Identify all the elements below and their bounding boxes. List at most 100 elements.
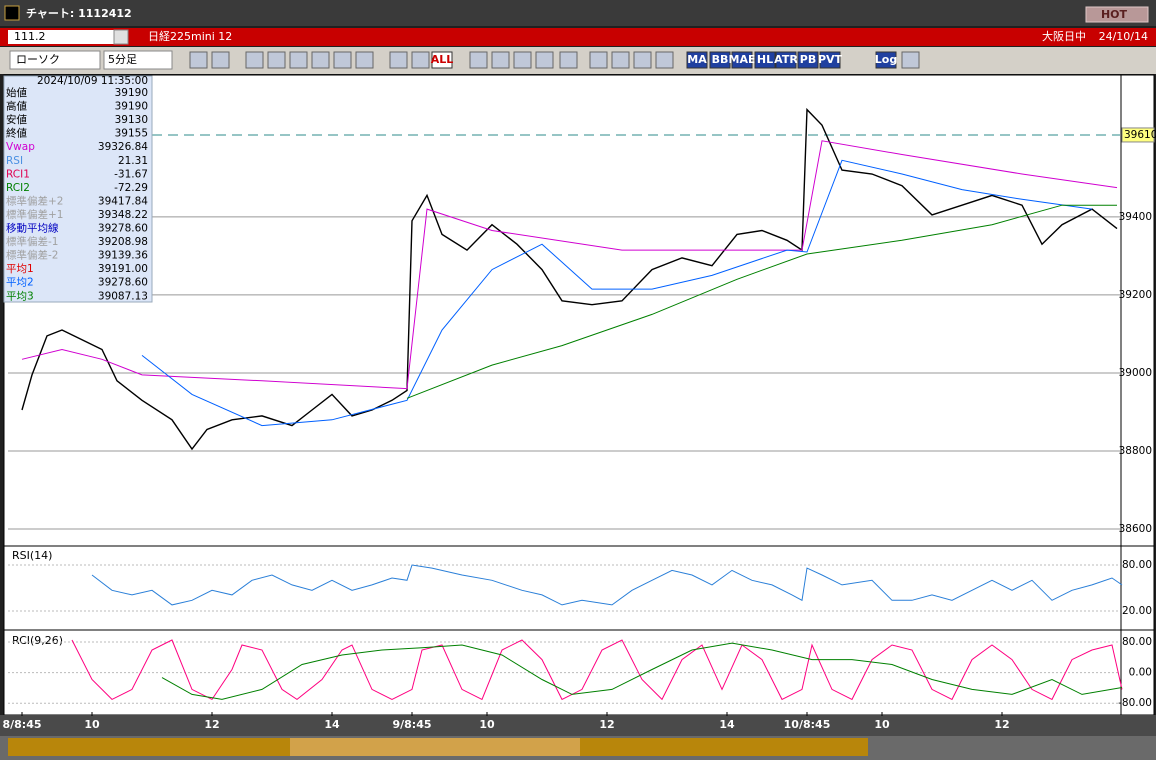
toolbar-button[interactable] (875, 51, 897, 69)
x-axis-strip (0, 715, 1156, 736)
toolbar-icon[interactable] (333, 51, 352, 69)
toolbar-icon[interactable] (267, 51, 286, 69)
toolbar-icon[interactable] (655, 51, 674, 69)
chart-type-select[interactable] (9, 50, 101, 70)
y-tick-label: 39400 (1119, 211, 1152, 223)
toolbar-button[interactable] (431, 51, 453, 69)
toolbar-icon[interactable] (245, 51, 264, 69)
toolbar-icon[interactable] (189, 51, 208, 69)
y-tick-label: 39000 (1119, 367, 1152, 379)
toolbar-button[interactable] (686, 51, 708, 69)
info-value: 39155 (115, 128, 148, 140)
info-value: 21.31 (118, 155, 148, 167)
info-value: 39139.36 (98, 250, 148, 262)
x-tick-label: 10/8:45 (784, 718, 831, 731)
toolbar-icon[interactable] (901, 51, 920, 69)
x-tick-label: 10 (84, 718, 100, 731)
info-datetime: 2024/10/09 11:35:00 (37, 75, 148, 87)
info-label: 安値 (6, 113, 27, 126)
toolbar-icon[interactable] (535, 51, 554, 69)
hot-button[interactable] (1085, 6, 1149, 23)
toolbar-button-label: Log (875, 53, 897, 66)
info-label: RSI (6, 155, 23, 167)
reference-label: 39610 (1124, 129, 1156, 141)
x-tick-label: 10 (479, 718, 495, 731)
header-bar (0, 28, 1156, 46)
x-tick-label: 12 (994, 718, 1009, 731)
y-tick-label: 80.00 (1122, 559, 1152, 571)
info-value: -72.29 (114, 182, 148, 194)
y-tick-label: 39200 (1119, 289, 1152, 301)
info-label: 移動平均線 (6, 222, 59, 235)
info-label: RCI2 (6, 182, 30, 194)
x-tick-label: 8/8:45 (2, 718, 41, 731)
x-tick-label: 10 (874, 718, 890, 731)
info-label: 高値 (6, 100, 27, 113)
instrument-name: 日経225mini 12 (148, 30, 232, 43)
toolbar (0, 47, 1156, 74)
toolbar-button-label: ALL (431, 53, 454, 66)
toolbar-icon[interactable] (513, 51, 532, 69)
y-tick-label: 20.00 (1122, 605, 1152, 617)
toolbar-icon[interactable] (389, 51, 408, 69)
panel-title: RSI(14) (12, 549, 52, 562)
info-value: 39348.22 (98, 209, 148, 221)
interval: 5分足 (108, 53, 137, 66)
info-value: 39326.84 (98, 141, 148, 153)
toolbar-icon[interactable] (289, 51, 308, 69)
chart-type: ローソク (16, 53, 60, 66)
toolbar-icon[interactable] (411, 51, 430, 69)
toolbar-button-label: BB (712, 53, 729, 66)
info-value: 39278.60 (98, 277, 148, 289)
info-label: 始値 (6, 86, 27, 99)
toolbar-icon[interactable] (633, 51, 652, 69)
toolbar-button-label: PB (800, 53, 816, 66)
toolbar-icon[interactable] (311, 51, 330, 69)
info-value: 39190 (115, 101, 148, 113)
hot-label: HOT (1101, 8, 1128, 21)
info-label: 平均2 (6, 277, 34, 289)
series-line (406, 204, 1117, 399)
info-label: 標準偏差-1 (6, 235, 58, 248)
toolbar-icon[interactable] (211, 51, 230, 69)
toolbar-icon[interactable] (559, 51, 578, 69)
y-tick-label: 0.00 (1129, 667, 1152, 679)
x-tick-label: 9/8:45 (392, 718, 431, 731)
toolbar-icon[interactable] (491, 51, 510, 69)
toolbar-button[interactable] (797, 51, 819, 69)
info-label: 標準偏差+1 (6, 208, 63, 221)
toolbar-button[interactable] (731, 51, 753, 69)
toolbar-button-label: ATR (774, 53, 798, 66)
series-line (91, 564, 1123, 606)
scroll-thumb[interactable] (290, 738, 580, 756)
toolbar-button[interactable] (819, 51, 841, 69)
toolbar-button-label: MAE (729, 53, 756, 66)
info-label: 標準偏差+2 (6, 194, 63, 207)
toolbar-button[interactable] (754, 51, 776, 69)
info-value: 39087.13 (98, 290, 148, 302)
series-line (71, 639, 1123, 701)
info-panel: 2024/10/09 11:35:00 始値 39190 高値 39190 安値 3913… (3, 75, 153, 303)
toolbar-button[interactable] (709, 51, 731, 69)
interval-select[interactable] (103, 50, 173, 70)
window-title: チャート: 1112412 (26, 7, 132, 20)
series-line (141, 159, 1093, 427)
title-bar (0, 0, 1156, 26)
info-value: 39191.00 (98, 263, 148, 275)
x-tick-label: 12 (204, 718, 219, 731)
info-value: 39190 (115, 87, 148, 99)
toolbar-button[interactable] (775, 51, 797, 69)
toolbar-icon[interactable] (469, 51, 488, 69)
series-line (161, 642, 1123, 700)
toolbar-button-label: MA (687, 53, 707, 66)
toolbar-icon[interactable] (589, 51, 608, 69)
info-bg (3, 75, 153, 303)
code-input[interactable] (8, 30, 114, 44)
info-label: RCI1 (6, 168, 30, 180)
info-label: 平均1 (6, 263, 34, 275)
toolbar-icon[interactable] (355, 51, 374, 69)
y-tick-label: 80.00 (1122, 636, 1152, 648)
code-dropdown[interactable] (113, 29, 129, 45)
toolbar-icon[interactable] (611, 51, 630, 69)
